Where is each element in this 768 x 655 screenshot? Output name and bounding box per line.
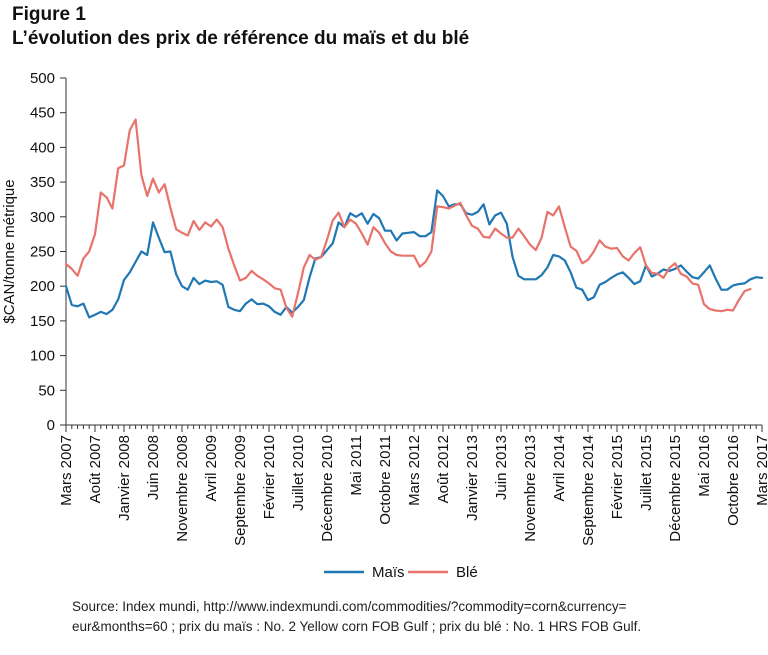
x-tick-label: Février 2010 bbox=[261, 435, 278, 519]
x-tick-label: Mars 2012 bbox=[406, 435, 423, 506]
x-tick-label: Juin 2008 bbox=[145, 435, 162, 500]
source-line-2: eur&months=60 ; prix du maïs : No. 2 Yel… bbox=[72, 619, 642, 634]
chart-axes: 0 50 100 150 200 250 300 350 400 450 500 $CAN/tonne… bbox=[1, 70, 768, 546]
source-line-1: Source: Index mundi, http://www.indexmun… bbox=[72, 599, 627, 614]
x-tick-label: Janvier 2013 bbox=[464, 435, 481, 521]
chart-lines bbox=[64, 118, 764, 319]
x-tick-label: Août 2007 bbox=[87, 435, 104, 503]
y-tick-label: 250 bbox=[30, 244, 55, 261]
y-tick-label: 500 bbox=[30, 70, 55, 87]
y-tick-label: 350 bbox=[30, 174, 55, 191]
x-tick-label: Octobre 2011 bbox=[377, 435, 394, 525]
x-tick-label: Janvier 2008 bbox=[116, 435, 133, 521]
x-tick-label: Juillet 2010 bbox=[290, 435, 307, 511]
y-axis-label: $CAN/tonne métrique bbox=[1, 179, 18, 323]
y-tick-label: 200 bbox=[30, 278, 55, 295]
x-tick-label: Décembre 2010 bbox=[319, 435, 336, 542]
x-tick-label: Novembre 2008 bbox=[174, 435, 191, 542]
x-tick-label: Décembre 2015 bbox=[667, 435, 684, 542]
x-tick-label: Septembre 2009 bbox=[232, 435, 249, 546]
x-tick-label: Mai 2016 bbox=[696, 435, 713, 497]
source-note: Source: Index mundi, http://www.indexmun… bbox=[72, 597, 762, 637]
series-line-ble bbox=[64, 118, 752, 318]
y-tick-label: 150 bbox=[30, 313, 55, 330]
x-tick-label: Mars 2007 bbox=[58, 435, 75, 506]
x-tick-label: Février 2015 bbox=[609, 435, 626, 519]
x-tick-label: Avril 2009 bbox=[203, 435, 220, 501]
x-tick-label: Avril 2014 bbox=[551, 435, 568, 501]
x-tick-label: Octobre 2016 bbox=[725, 435, 742, 526]
x-tick-label: Mars 2017 bbox=[754, 435, 768, 506]
chart-title: L’évolution des prix de référence du maï… bbox=[12, 28, 470, 49]
line-chart: 0 50 100 150 200 250 300 350 400 450 500 $CAN/tonne… bbox=[1, 70, 768, 581]
y-tick-label: 0 bbox=[47, 417, 55, 434]
x-tick-label: Juillet 2015 bbox=[638, 435, 655, 511]
x-tick-label: Mai 2011 bbox=[348, 435, 365, 496]
x-tick-label: Novembre 2013 bbox=[522, 435, 539, 542]
y-tick-label: 450 bbox=[30, 105, 55, 122]
legend-item-mais-label: Maïs bbox=[372, 564, 405, 581]
figure-label: Figure 1 bbox=[12, 4, 86, 25]
y-tick-label: 50 bbox=[38, 382, 55, 399]
x-tick-label: Septembre 2014 bbox=[580, 435, 597, 546]
y-tick-label: 300 bbox=[30, 209, 55, 226]
x-tick-label: Juin 2013 bbox=[493, 435, 510, 500]
y-tick-label: 400 bbox=[30, 139, 55, 156]
legend-item-ble-label: Blé bbox=[456, 564, 478, 581]
x-tick-label: Août 2012 bbox=[435, 435, 452, 503]
chart-legend: Maïs Blé bbox=[324, 564, 478, 581]
y-tick-label: 100 bbox=[30, 348, 55, 365]
